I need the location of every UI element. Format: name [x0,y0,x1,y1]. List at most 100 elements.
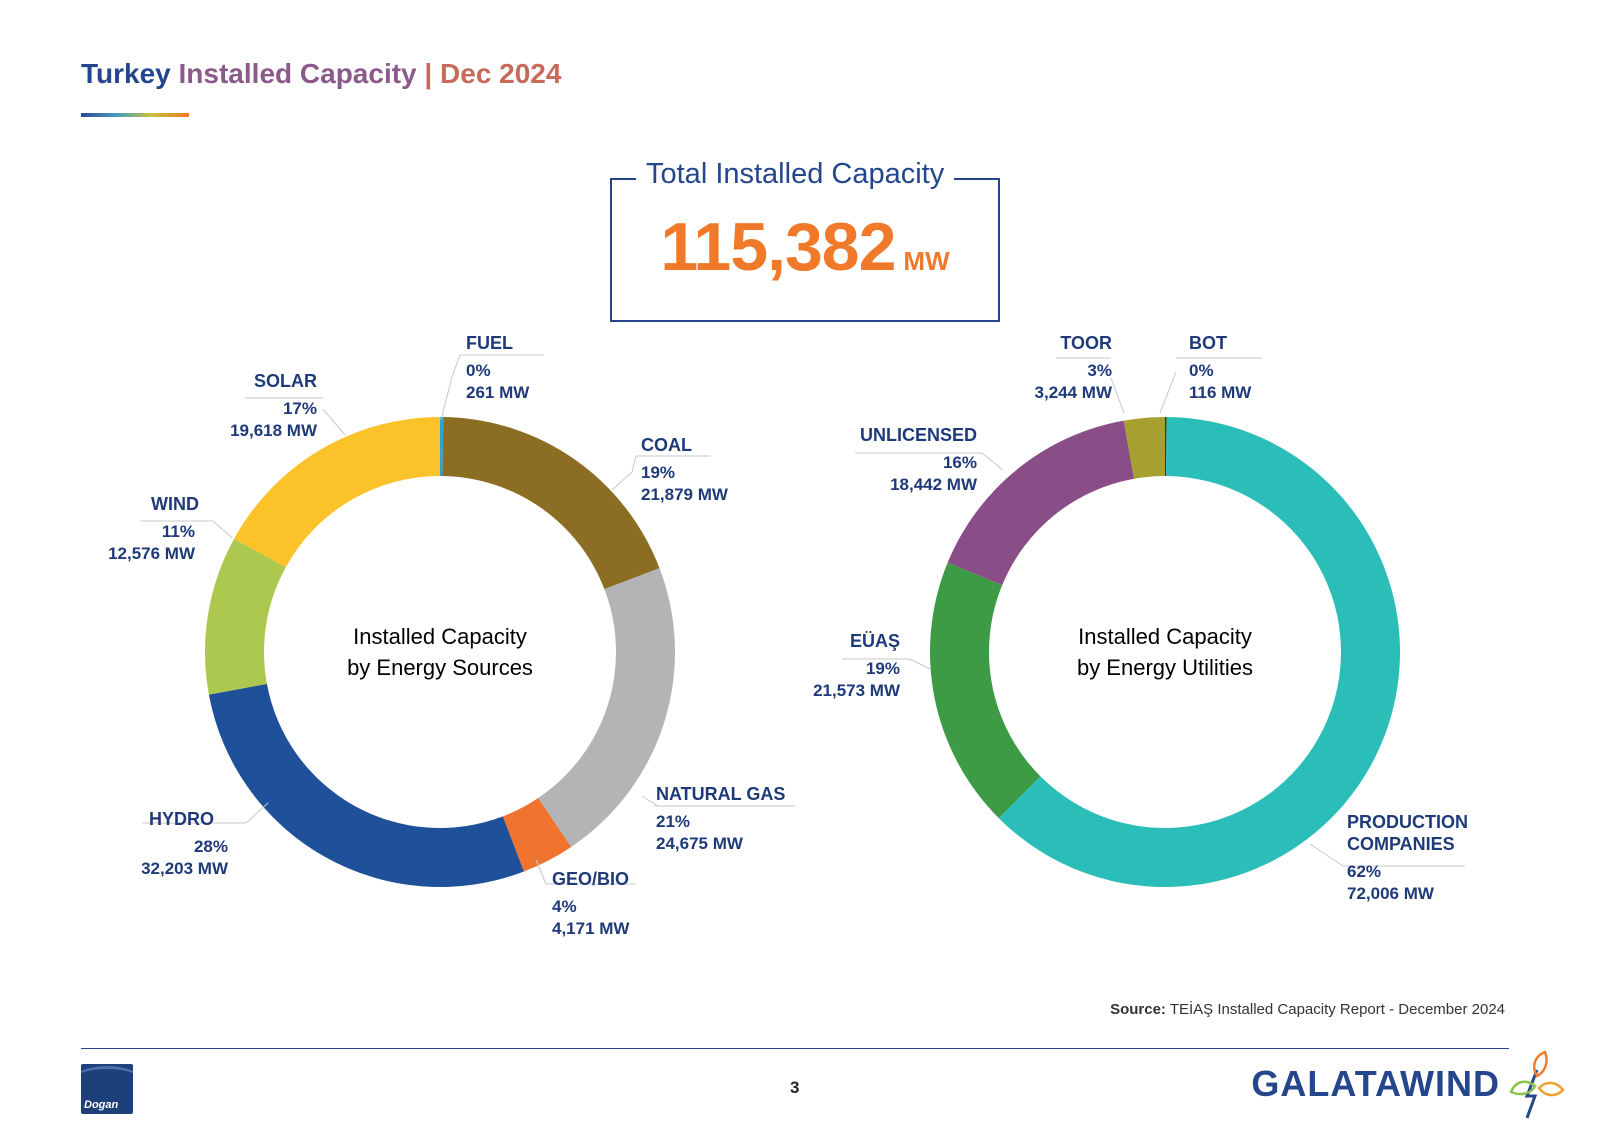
label-name: BOT [1189,333,1227,353]
source-label: Source: [1110,1001,1166,1018]
donut-energy-utilities [930,417,1400,887]
label-mw: 24,675 MW [656,834,743,853]
label-bot: BOT 0% 116 MW [1189,332,1251,404]
center-text-utilities-line1: Installed Capacity [1078,624,1252,649]
label-mw: 3,244 MW [1034,383,1112,402]
sources-slice-wind [205,538,286,695]
label-name: GEO/BIO [552,869,630,889]
leader-natgas [641,795,659,807]
label-name: EÜAŞ [849,631,900,651]
label-percent: 16% [942,453,977,472]
center-text-sources-line2: by Energy Sources [347,655,533,680]
galatawind-leaf-icon [1509,1050,1565,1119]
donut-energy-sources [205,417,675,887]
label-natural-gas: NATURAL GAS 21% 24,675 MW [656,783,785,855]
leader-unlicensed [981,452,1004,471]
label-name: HYDRO [148,809,214,829]
leader-geobio [535,859,547,885]
title-underline [81,113,189,117]
label-percent: 19% [865,659,900,678]
label-solar: SOLAR 17% 19,618 MW [230,370,317,442]
label-percent: 17% [282,399,317,418]
label-name: COAL [641,435,692,455]
label-percent: 28% [193,837,228,856]
label-geo-bio: GEO/BIO 4% 4,171 MW [552,868,629,940]
utilities-slice-e-a [930,562,1041,819]
footer-divider [81,1048,1509,1049]
page-title: Turkey Installed Capacity | Dec 2024 [81,58,561,90]
sources-slice-natural-gas [538,568,675,847]
label-mw: 261 MW [466,383,530,402]
leader-fuel [440,354,461,421]
label-toor: TOOR 3% 3,244 MW [1035,332,1112,404]
source-text: TEİAŞ Installed Capacity Report - Decemb… [1169,1001,1505,1018]
label-percent: 62% [1347,862,1382,881]
label-coal: COAL 19% 21,879 MW [641,434,728,506]
label-wind: WIND 11% 12,576 MW [108,493,199,565]
leader-lines [140,354,1465,885]
utilities-slice-bot [1165,417,1167,477]
label-name: FUEL [466,333,513,353]
utilities-slice-unlicensed [947,420,1135,586]
leader-toor [1110,377,1125,414]
label-percent: 4% [552,897,577,916]
label-mw: 18,442 MW [890,475,977,494]
label-mw: 21,879 MW [641,485,728,504]
dogan-logo-arc [81,1066,133,1099]
total-capacity-label: Total Installed Capacity [636,158,955,191]
sources-slice-geo-bio [502,798,572,872]
label-name: SOLAR [254,371,317,391]
page-number: 3 [790,1078,800,1097]
leader-coal [611,455,637,491]
utilities-slice-production-companies [998,417,1400,887]
source-note: Source: TEİAŞ Installed Capacity Report … [1110,1001,1505,1018]
label-name: NATURAL GAS [656,784,786,804]
title-part-2: Installed Capacity [178,58,417,89]
title-part-3: | Dec 2024 [424,58,562,89]
dogan-logo: Dogan [81,1064,133,1114]
label-percent: 3% [1087,361,1112,380]
label-euas: EÜAŞ 19% 21,573 MW [813,630,900,702]
label-percent: 11% [161,522,195,541]
label-mw: 32,203 MW [141,859,228,878]
label-mw: 12,576 MW [108,544,195,563]
label-mw: 21,573 MW [813,681,900,700]
label-mw: 72,006 MW [1347,884,1434,903]
center-text-sources-line1: Installed Capacity [353,624,527,649]
label-production-companies: PRODUCTION COMPANIES 62% 72,006 MW [1347,811,1468,905]
leader-hydro [245,802,269,824]
label-name-line2: COMPANIES [1347,834,1455,854]
center-text-utilities-line2: by Energy Utilities [1077,655,1253,680]
label-percent: 0% [466,361,491,380]
label-unlicensed: UNLICENSED 16% 18,442 MW [860,424,977,496]
label-hydro: HYDRO 28% 32,203 MW [141,808,228,880]
label-name-line1: PRODUCTION [1347,812,1468,832]
sources-slice-fuel [440,417,444,477]
leader-solar [322,408,346,436]
utilities-slice-toor [1123,417,1165,479]
leader-bot [1159,371,1177,414]
galatawind-logo-text: GALATAWIND [1251,1063,1500,1104]
total-capacity-unit: MW [903,246,950,276]
total-capacity-value: 115,382 MW [610,208,1000,286]
sources-slice-hydro [208,683,524,887]
label-name: WIND [151,494,199,514]
leader-wind [212,520,233,539]
label-name: UNLICENSED [859,425,977,445]
label-fuel: FUEL 0% 261 MW [466,332,529,404]
sources-slice-solar [234,417,440,568]
label-name: TOOR [1060,333,1112,353]
label-percent: 19% [641,463,676,482]
label-mw: 116 MW [1189,383,1252,402]
title-part-1: Turkey [81,58,171,89]
total-capacity-number: 115,382 [660,209,896,285]
label-percent: 0% [1189,361,1214,380]
leader-production [1309,843,1344,867]
dogan-logo-text: Dogan [84,1099,119,1111]
label-mw: 4,171 MW [552,919,630,938]
sources-slice-coal [442,417,660,590]
label-percent: 21% [656,812,691,831]
label-mw: 19,618 MW [230,421,317,440]
leader-euas [909,658,931,670]
